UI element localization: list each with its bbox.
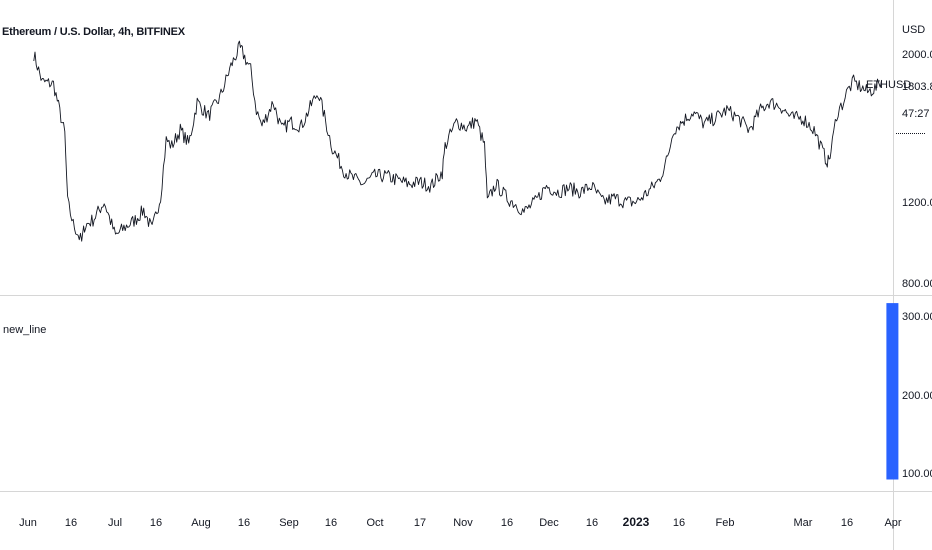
time-axis-label: Mar [794, 517, 813, 529]
time-axis-label: 16 [501, 517, 513, 529]
last-price-label: 1803.80 [902, 81, 932, 93]
time-axis-label: Dec [539, 517, 559, 529]
time-axis-label: Oct [366, 517, 383, 529]
time-axis-label: 16 [65, 517, 77, 529]
currency-label: USD [902, 24, 925, 36]
series-label: ETHUSD [866, 79, 911, 91]
price-tick-label: 800.00 [902, 278, 932, 290]
time-axis-label: 17 [414, 517, 426, 529]
price-tick-label: 2000.00 [902, 49, 932, 61]
time-axis-label: 2023 [623, 515, 650, 529]
time-axis-label: Jun [19, 517, 37, 529]
price-tick-label: 1200.00 [902, 197, 932, 209]
indicator-pane-label: new_line [3, 324, 47, 336]
indicator-bar [886, 303, 899, 480]
countdown-label: 47:27 [902, 108, 930, 120]
symbol-title: Ethereum / U.S. Dollar, 4h, BITFINEX [2, 26, 185, 38]
time-axis-label: 16 [150, 517, 162, 529]
time-axis-label: 16 [325, 517, 337, 529]
time-axis-label: 16 [238, 517, 250, 529]
indicator-tick-label: 100.00 [902, 468, 932, 480]
time-axis-label: Sep [279, 517, 299, 529]
price-series-line [33, 40, 883, 242]
time-axis-label: Nov [453, 517, 473, 529]
time-axis-label: Apr [884, 517, 901, 529]
time-axis-label: Aug [191, 517, 211, 529]
indicator-tick-label: 300.00 [902, 311, 932, 323]
time-axis-label: Jul [108, 517, 122, 529]
time-axis-label: 16 [586, 517, 598, 529]
time-axis-label: 16 [841, 517, 853, 529]
time-axis-label: Feb [716, 517, 735, 529]
indicator-tick-label: 200.00 [902, 390, 932, 402]
time-axis-label: 16 [673, 517, 685, 529]
